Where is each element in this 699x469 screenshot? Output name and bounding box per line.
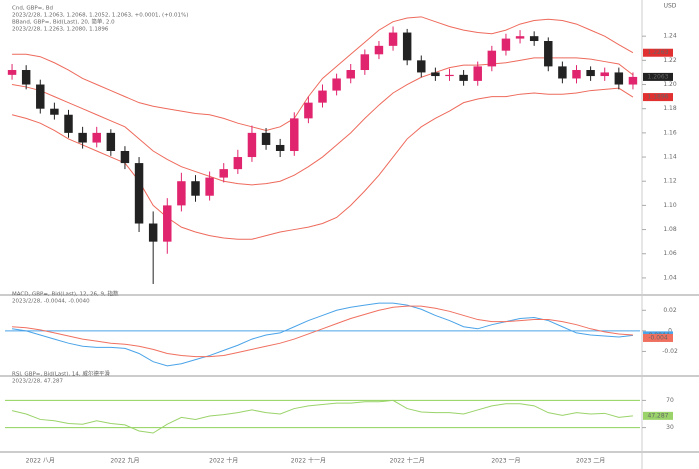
y-tick-label: 1.16 <box>663 129 677 136</box>
series-line <box>11 302 634 367</box>
candle-body <box>177 181 186 206</box>
y-tick-label: 1.10 <box>663 202 677 209</box>
candle-body <box>134 163 144 224</box>
candle-body <box>191 181 200 196</box>
candle-body <box>290 118 299 151</box>
candle-body <box>120 151 130 164</box>
y-tick-label: 30 <box>666 424 674 431</box>
x-tick-label: 2022 八月 <box>26 458 55 465</box>
candle-body <box>163 205 172 242</box>
x-tick-label: 2022 十月 <box>209 457 238 465</box>
legend-text: RSI, GBP=, Bid(Last), 14, 威尔德平滑 <box>12 370 110 378</box>
candle-body <box>36 84 45 109</box>
legend-text: 2023/2/28, 1.2263, 1.2080, 1.1896 <box>12 27 109 33</box>
value-badge <box>643 93 673 102</box>
candle-body <box>360 54 370 71</box>
x-tick-label: 2022 九月 <box>110 457 139 465</box>
candle-body <box>473 66 482 81</box>
y-tick-label: 1.04 <box>663 274 677 281</box>
value-badge-label: 1.2063 <box>648 73 669 80</box>
axis-unit: USD <box>664 3 677 10</box>
candle-body <box>501 38 511 51</box>
value-badge <box>643 72 673 81</box>
candle-body <box>64 114 73 133</box>
candle-body <box>529 36 539 42</box>
series-line <box>12 305 633 358</box>
y-tick-label: 1.20 <box>663 81 677 88</box>
candle-body <box>21 70 31 85</box>
candle-body <box>205 177 214 196</box>
legend-text: Cnd, GBP=, Bd <box>12 6 53 12</box>
candle-body <box>148 223 158 242</box>
legend-text: 2023/2/28, 47.287 <box>12 379 63 385</box>
legend-text: 2023/2/28, -0.0044, -0.0040 <box>12 299 90 305</box>
candle-body <box>628 76 638 85</box>
candle-body <box>247 132 257 158</box>
candle-body <box>261 132 271 145</box>
y-tick-label: 0.02 <box>663 307 677 314</box>
value-badge <box>643 411 673 420</box>
y-tick-label: 1.08 <box>663 226 677 233</box>
value-badge-label: -0.004 <box>648 334 668 341</box>
candle-body <box>78 132 87 143</box>
value-badge-label: 1.2263 <box>648 49 669 56</box>
legend-text: 2023/2/28, 1.2063, 1.2068, 1.2052, 1.206… <box>12 13 188 19</box>
x-tick-label: 2022 十二月 <box>390 457 425 465</box>
x-tick-label: 2022 十一月 <box>291 457 326 465</box>
x-tick-label: 2023 一月 <box>491 458 520 465</box>
x-tick-label: 2023 二月 <box>576 458 605 465</box>
y-tick-label: 1.22 <box>663 57 677 64</box>
candle-body <box>106 132 116 151</box>
value-badge-label: 1.1896 <box>648 94 669 101</box>
value-badge <box>643 333 673 342</box>
band-line <box>11 87 634 240</box>
candle-body <box>544 41 553 67</box>
candle-body <box>50 108 59 115</box>
candle-body <box>374 45 384 55</box>
value-badge <box>643 48 673 57</box>
y-tick-label: 70 <box>666 397 674 404</box>
candle-body <box>431 72 440 77</box>
candle-body <box>572 70 581 79</box>
candle-body <box>219 169 228 178</box>
y-tick-label: -0.02 <box>662 348 678 355</box>
candle-body <box>558 66 567 79</box>
candle-body <box>586 70 595 77</box>
value-badge-label: 47.287 <box>648 412 669 419</box>
y-tick-label: 1.18 <box>663 105 677 112</box>
candle-body <box>318 90 327 103</box>
candle-body <box>275 144 285 151</box>
band-line <box>11 57 634 186</box>
series-line <box>11 399 633 434</box>
y-tick-label: 0 <box>668 327 672 334</box>
candle-body <box>600 72 609 77</box>
candle-body <box>304 102 313 119</box>
candle-body <box>332 78 341 91</box>
candle-body <box>388 32 398 46</box>
candle-body <box>515 36 525 39</box>
y-tick-label: 1.14 <box>663 154 677 161</box>
candle-body <box>402 32 412 61</box>
band-line <box>12 16 634 131</box>
candle-body <box>487 50 497 67</box>
candle-body <box>233 157 243 170</box>
candle-body <box>614 72 624 85</box>
candle-body <box>92 132 101 143</box>
y-tick-label: 1.06 <box>663 250 677 257</box>
legend-text: MACD, GBP=, Bid(Last), 12, 26, 9, 指数 <box>12 290 119 298</box>
candle-body <box>7 70 17 75</box>
candle-body <box>346 70 355 79</box>
candle-body <box>417 60 426 73</box>
y-tick-label: 1.24 <box>663 33 677 40</box>
legend-text: BBand, GBP=, Bid(Last), 20, 简单, 2.0 <box>12 18 115 26</box>
candle-body <box>459 74 468 81</box>
y-tick-label: 1.12 <box>663 178 677 185</box>
candle-body <box>445 74 454 77</box>
